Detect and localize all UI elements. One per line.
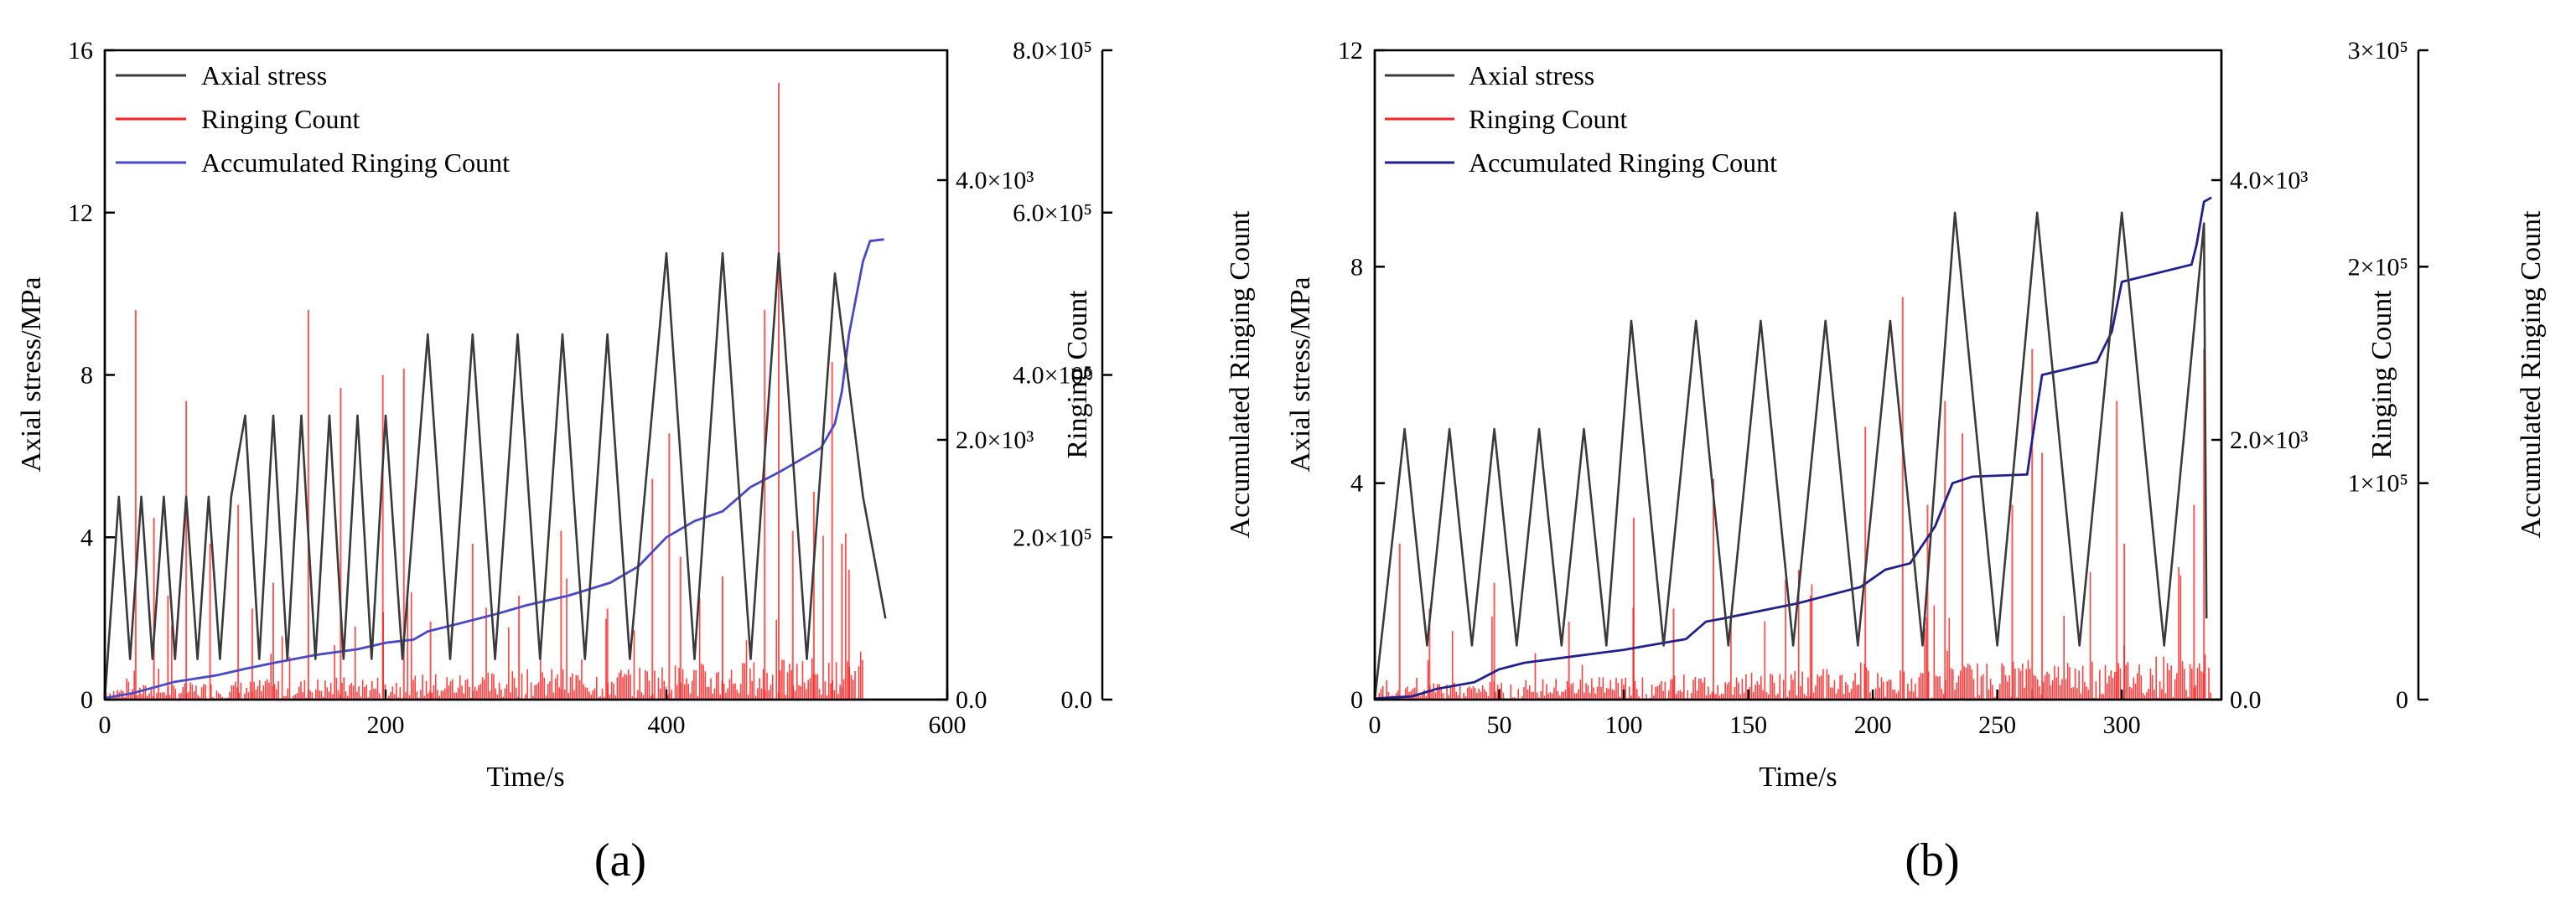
panel-a-caption: (a): [594, 834, 646, 886]
panel-b-stress-series: [1373, 211, 2208, 700]
panel-a-y2-tick-label: 2.0×10³: [956, 426, 1034, 454]
panel-b-y-tick-label: 0: [1350, 686, 1363, 714]
panel-a-y-tick-label: 12: [68, 199, 93, 227]
panel-a-stress-line: [103, 251, 887, 700]
panel-b-x-tick-label: 50: [1487, 711, 1512, 739]
panel-b-x-tick-label: 250: [1978, 711, 2016, 739]
panel-b-y2-tick-label: 0.0: [2230, 686, 2262, 714]
panel-b-y3-tick-label: 0: [2396, 686, 2408, 714]
panel-b-x-tick-label: 150: [1729, 711, 1767, 739]
panel-a-y2-label: Ringing Count: [1062, 290, 1093, 459]
panel-b-x-tick-label: 300: [2103, 711, 2141, 739]
panel-b-y-tick-label: 4: [1350, 470, 1363, 498]
panel-b-y2-label: Ringing Count: [2366, 290, 2397, 459]
panel-b-stress-line: [1373, 211, 2208, 700]
panel-a-y-tick-label: 8: [80, 362, 93, 390]
panel-a-y-tick-label: 4: [80, 524, 93, 551]
panel-b-y3-ticks: 0 1×10⁵ 2×10⁵ 3×10⁵: [2348, 37, 2428, 714]
panel-b-x-tick-label: 0: [1369, 711, 1381, 739]
panel-a-plot: [103, 49, 949, 701]
panel-a-y3-ticks: 0.0 2.0×10⁵ 4.0×10⁵ 6.0×10⁵ 8.0×10⁵: [1013, 37, 1112, 714]
panel-a-y-tick-label: 16: [68, 37, 93, 65]
panel-a-stress-series: [103, 251, 887, 700]
panel-b-legend-stress: Axial stress: [1469, 60, 1594, 90]
panel-a-y-tick-label: 0: [80, 686, 93, 714]
panel-a-ringing-series: [105, 82, 863, 700]
panel-a: 0 200 400 600 0 4 8 12 16 0.0 2.0×10³ 4.0×10³ 0.0…: [16, 37, 1256, 886]
panel-b-y3-label: Accumulated Ringing Count: [2516, 210, 2547, 539]
panel-b-y-ticks: 0 4 8 12: [1338, 37, 1385, 714]
panel-b-caption: (b): [1905, 834, 1959, 886]
panel-a-legend-ringing: Ringing Count: [201, 104, 360, 134]
panel-b-accumulated-series: [1374, 196, 2212, 700]
panel-a-y-label: Axial stress/MPa: [16, 276, 47, 472]
panel-b-y2-ticks: 0.0 2.0×10³ 4.0×10³: [2211, 167, 2308, 714]
panel-a-y3-label: Accumulated Ringing Count: [1225, 210, 1256, 539]
panel-b: 0 50 100 150 200 250 300 0 4 8 12 0.0 2.0×10³ 4.0×1…: [1285, 37, 2547, 886]
panel-b-ringing-series: [1376, 297, 2212, 700]
panel-a-x-tick-label: 0: [99, 711, 111, 739]
panel-b-x-ticks: 0 50 100 150 200 250 300: [1369, 690, 2141, 739]
panel-b-y-tick-label: 8: [1350, 253, 1363, 281]
panel-b-legend: Axial stress Ringing Count Accumulated R…: [1385, 60, 1777, 178]
panel-a-y2-tick-label: 4.0×10³: [956, 167, 1034, 194]
panel-a-y3-tick-label: 2.0×10⁵: [1013, 524, 1092, 551]
panel-a-legend: Axial stress Ringing Count Accumulated R…: [116, 60, 510, 178]
panel-a-x-tick-label: 200: [367, 711, 405, 739]
panel-b-legend-ringing: Ringing Count: [1469, 104, 1627, 134]
panel-b-y-label: Axial stress/MPa: [1285, 276, 1316, 472]
panel-a-y3-tick-label: 8.0×10⁵: [1013, 37, 1092, 65]
panel-b-y3-tick-label: 3×10⁵: [2348, 37, 2408, 65]
panel-b-x-label: Time/s: [1759, 762, 1837, 793]
panel-b-y2-tick-label: 2.0×10³: [2230, 426, 2308, 454]
panel-a-y2-ticks: 0.0 2.0×10³ 4.0×10³: [937, 167, 1034, 714]
panel-b-x-tick-label: 200: [1854, 711, 1892, 739]
panel-b-legend-accumulated: Accumulated Ringing Count: [1469, 147, 1777, 178]
panel-b-y3-tick-label: 1×10⁵: [2348, 470, 2408, 498]
panel-b-accumulated-line: [1374, 196, 2212, 700]
panel-a-x-tick-label: 600: [929, 711, 967, 739]
panel-a-y-ticks: 0 4 8 12 16: [68, 37, 115, 714]
panel-a-x-label: Time/s: [486, 762, 564, 793]
panel-a-y3-tick-label: 4.0×10⁵: [1013, 362, 1092, 390]
panel-a-x-ticks: 0 200 400 600: [99, 690, 967, 739]
panel-a-y2-tick-label: 0.0: [956, 686, 987, 714]
panel-a-x-tick-label: 400: [648, 711, 686, 739]
panel-b-y-tick-label: 12: [1338, 37, 1363, 65]
panel-a-y3-tick-label: 0.0: [1061, 686, 1093, 714]
panel-a-legend-accumulated: Accumulated Ringing Count: [201, 147, 510, 178]
panel-b-y2-tick-label: 4.0×10³: [2230, 167, 2308, 194]
panel-a-legend-stress: Axial stress: [201, 60, 327, 90]
panel-b-x-tick-label: 100: [1605, 711, 1643, 739]
panel-b-y3-tick-label: 2×10⁵: [2348, 253, 2408, 281]
panel-a-y3-tick-label: 6.0×10⁵: [1013, 199, 1092, 227]
